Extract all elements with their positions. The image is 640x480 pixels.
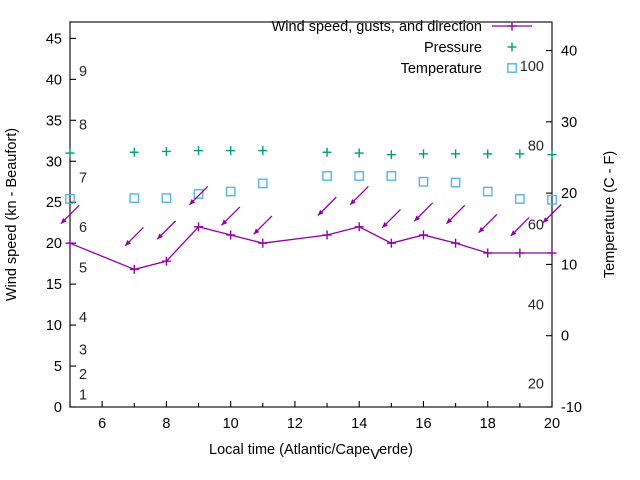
legend-label-2: Temperature xyxy=(401,61,482,77)
beaufort-label: 7 xyxy=(79,171,87,187)
temperature-point xyxy=(257,178,268,189)
temperature-point xyxy=(547,194,557,205)
y-tick-label-left: 0 xyxy=(54,400,62,416)
temperature-point xyxy=(225,186,236,197)
y-tick-label-left: 45 xyxy=(46,31,62,47)
plot-frame xyxy=(69,21,553,408)
legend-label-0: Wind speed, gusts, and direction xyxy=(272,19,482,35)
temperature-point xyxy=(418,176,429,187)
beaufort-label: 4 xyxy=(79,310,87,326)
wind-direction-arrow-head xyxy=(221,219,228,226)
temperature-point xyxy=(193,189,204,199)
y-tick-label-left: 5 xyxy=(54,359,62,375)
beaufort-label: 3 xyxy=(79,343,87,359)
x-tick-label: 10 xyxy=(223,416,239,432)
x-tick-label: 6 xyxy=(98,416,106,432)
wind-direction-arrow-head xyxy=(510,230,517,236)
x-tick-label: 20 xyxy=(544,416,560,432)
beaufort-label: 5 xyxy=(79,261,87,277)
temperature-point xyxy=(65,194,75,204)
wind-direction-arrow-head xyxy=(542,217,549,223)
x-tick-label: 8 xyxy=(162,416,170,432)
beaufort-label: 9 xyxy=(79,64,87,80)
wind-direction-arrow-head xyxy=(60,217,67,224)
wind-direction-arrow-head xyxy=(125,240,131,246)
beaufort-label: 1 xyxy=(79,388,87,404)
temperature-point xyxy=(161,193,172,204)
wind-direction-arrow-head xyxy=(382,221,388,228)
wind-direction-arrow-head xyxy=(189,199,196,205)
wind-direction-arrow-head xyxy=(478,226,485,233)
temperature-point xyxy=(129,193,140,204)
y-tick-label-left: 20 xyxy=(46,236,62,252)
temperature-point xyxy=(514,194,525,204)
wind-direction-arrow-head xyxy=(317,209,324,216)
fahrenheit-label: 100 xyxy=(520,59,544,75)
temperature-point xyxy=(386,171,397,181)
wind-direction-arrow-head xyxy=(350,199,356,205)
y-tick-label-left: 25 xyxy=(46,195,62,211)
fahrenheit-label: 20 xyxy=(528,376,544,392)
x-tick-label: 12 xyxy=(287,416,303,432)
y-tick-label-right: 0 xyxy=(561,329,569,345)
y-tick-label-left: 10 xyxy=(46,318,62,334)
y-tick-label-left: 35 xyxy=(46,113,62,129)
wind-speed-line xyxy=(69,226,552,271)
beaufort-label: 6 xyxy=(79,220,87,236)
wind-direction-arrow-head xyxy=(446,217,453,224)
x-axis-title: Local time (Atlantic/CapeVerde) xyxy=(209,442,413,463)
temperature-point xyxy=(482,186,493,197)
beaufort-label: 2 xyxy=(79,367,87,383)
wind-direction-arrow-head xyxy=(253,228,260,235)
y-tick-label-right: 30 xyxy=(561,115,577,131)
y-tick-label-left: 30 xyxy=(46,154,62,170)
legend-label-1: Pressure xyxy=(424,40,482,56)
y-axis-title-left: Wind speed (kn - Beaufort) xyxy=(4,128,20,301)
wind-direction-arrow-head xyxy=(157,233,163,240)
temperature-point xyxy=(450,177,461,188)
temperature-point xyxy=(322,171,332,181)
y-tick-label-right: 40 xyxy=(561,44,577,60)
beaufort-label: 8 xyxy=(79,117,87,133)
fahrenheit-label: 40 xyxy=(528,297,544,313)
fahrenheit-label: 80 xyxy=(528,138,544,154)
y-tick-label-right: 10 xyxy=(561,257,577,273)
x-tick-label: 14 xyxy=(351,416,367,432)
temperature-point xyxy=(354,171,365,181)
x-tick-label: 16 xyxy=(415,416,431,432)
x-tick-label: 18 xyxy=(480,416,496,432)
fahrenheit-label: 60 xyxy=(528,217,544,233)
wind-direction-arrow-head xyxy=(414,215,421,222)
y-tick-label-left: 40 xyxy=(46,72,62,88)
legend-marker-square xyxy=(507,63,517,73)
y-tick-label-left: 15 xyxy=(46,277,62,293)
y-axis-title-right: Temperature (C - F) xyxy=(602,151,618,278)
y-tick-label-right: 20 xyxy=(561,186,577,202)
y-tick-label-right: -10 xyxy=(561,400,582,416)
